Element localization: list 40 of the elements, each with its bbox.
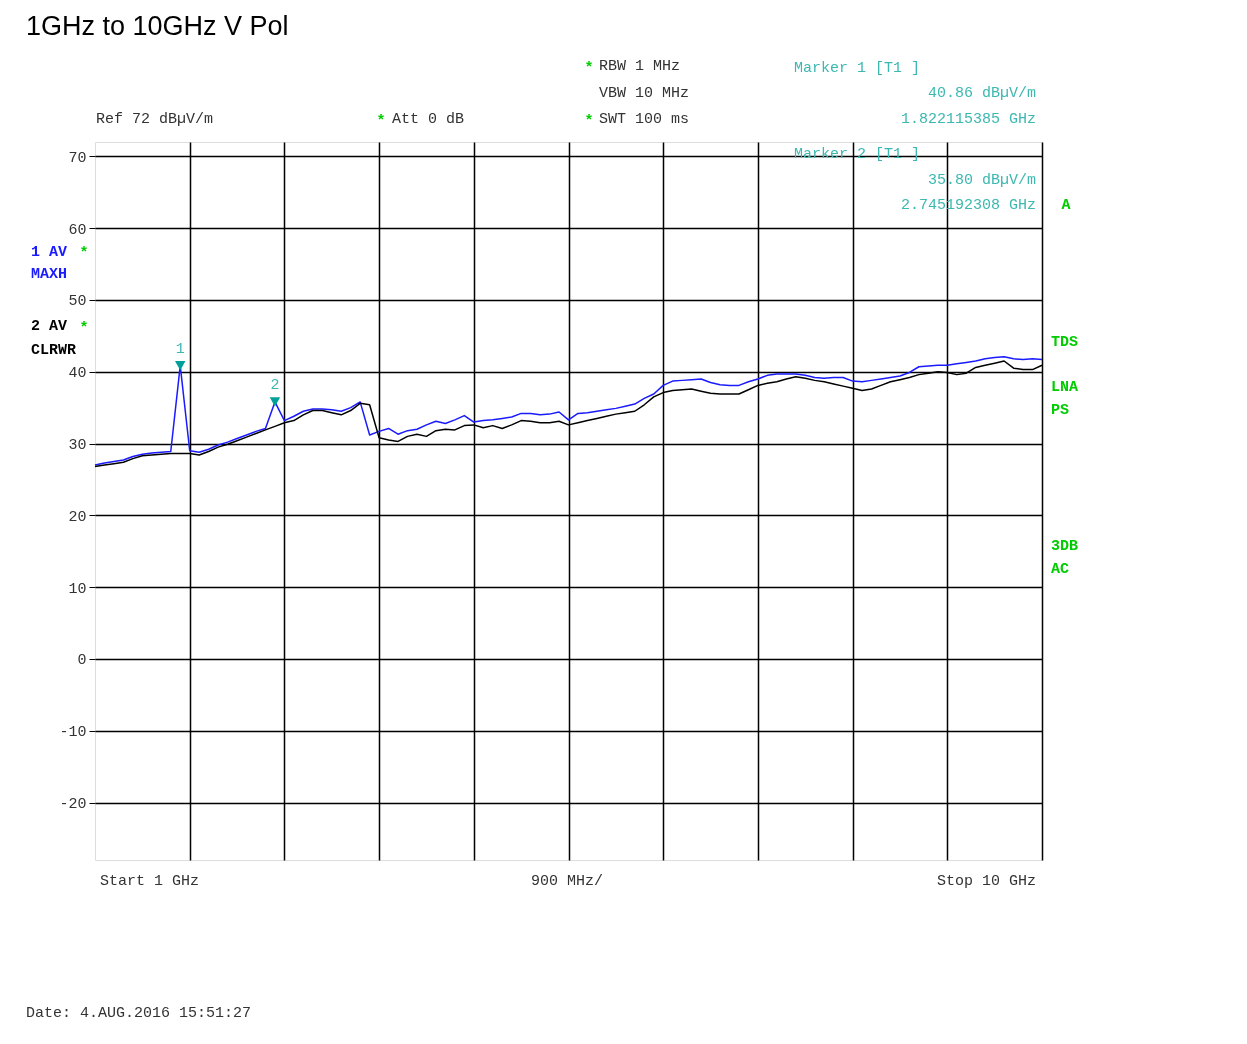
text: Date: 4.AUG.2016 15:51:27 bbox=[26, 1005, 252, 1022]
text: Stop 10 GHz bbox=[936, 873, 1036, 890]
text: SWT 100 ms bbox=[599, 111, 690, 128]
y-tick-label: 70 bbox=[68, 149, 87, 167]
y-tick-label: 0 bbox=[77, 652, 87, 670]
text: A bbox=[1061, 197, 1071, 214]
text: Att 0 dB bbox=[392, 111, 465, 128]
text: Start 1 GHz bbox=[100, 873, 200, 890]
annotation: 1 bbox=[175, 340, 185, 358]
text: VBW 10 MHz bbox=[599, 85, 690, 102]
y-tick-label: 30 bbox=[68, 437, 87, 455]
text: 2 AV bbox=[31, 318, 68, 335]
y-tick-label: 50 bbox=[68, 293, 87, 311]
y-tick-label: 60 bbox=[68, 221, 87, 239]
text: 1 AV bbox=[31, 244, 68, 261]
annotation: 2 bbox=[270, 376, 280, 394]
text: * bbox=[79, 245, 89, 262]
chart-title: 1GHz to 10GHz V Pol bbox=[26, 11, 289, 41]
y-tick-label: -10 bbox=[59, 724, 87, 742]
text: * bbox=[79, 320, 89, 337]
text: * bbox=[376, 113, 386, 130]
y-tick-label: 20 bbox=[68, 508, 87, 526]
text: 1.822115385 GHz bbox=[900, 111, 1036, 128]
text: PS bbox=[1051, 402, 1070, 419]
text: 40.86 dBµV/m bbox=[927, 85, 1036, 102]
text: 3DB bbox=[1051, 538, 1079, 555]
y-tick-label: 10 bbox=[68, 580, 87, 598]
y-tick-label: -20 bbox=[59, 796, 87, 814]
text: TDS bbox=[1051, 334, 1079, 351]
text: LNA bbox=[1051, 379, 1079, 396]
text: Ref 72 dBµV/m bbox=[96, 111, 214, 128]
text: CLRWR bbox=[31, 342, 77, 359]
text: MAXH bbox=[31, 266, 68, 283]
text: Marker 1 [T1 ] bbox=[794, 60, 921, 77]
text: RBW 1 MHz bbox=[599, 58, 681, 75]
text: 900 MHz/ bbox=[530, 873, 604, 890]
text: * bbox=[584, 113, 594, 130]
text: * bbox=[584, 60, 594, 77]
y-tick-label: 40 bbox=[68, 365, 87, 383]
text: AC bbox=[1051, 561, 1070, 578]
